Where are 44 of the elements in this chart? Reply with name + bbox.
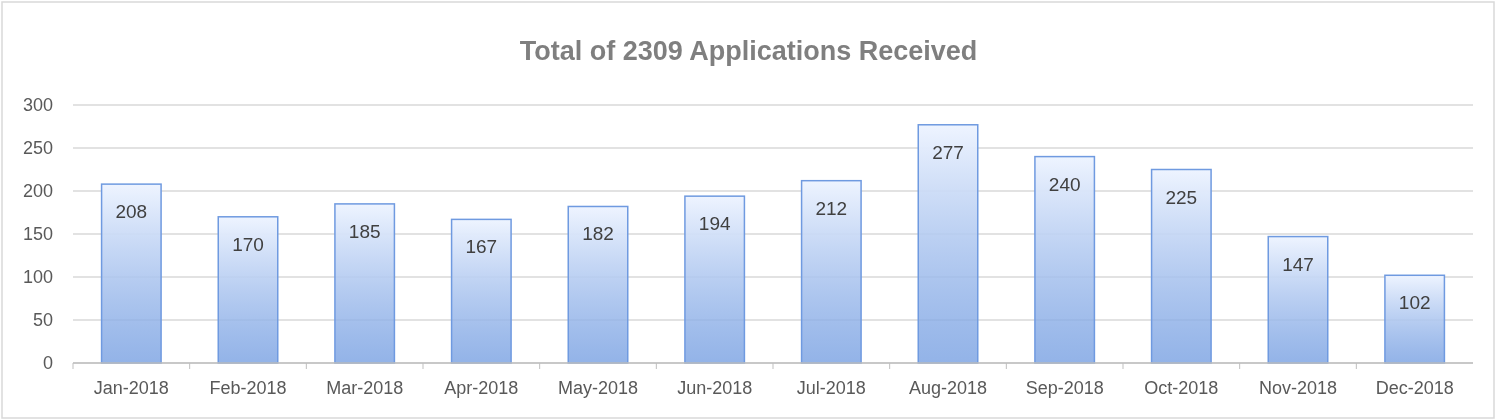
y-tick-label: 150 bbox=[22, 224, 53, 244]
x-tick-label: Mar-2018 bbox=[326, 378, 404, 398]
x-tick-label: May-2018 bbox=[557, 378, 639, 398]
x-tick-label: Jan-2018 bbox=[93, 378, 169, 398]
data-label: 102 bbox=[1398, 292, 1431, 314]
data-label: 194 bbox=[698, 213, 731, 235]
data-label: 170 bbox=[232, 233, 264, 255]
data-label: 240 bbox=[1048, 173, 1081, 195]
y-tick-label: 250 bbox=[22, 138, 53, 158]
data-label: 185 bbox=[348, 220, 381, 242]
bar bbox=[450, 218, 512, 364]
bar bbox=[1384, 274, 1446, 364]
y-tick-label: 100 bbox=[22, 267, 53, 287]
data-label: 225 bbox=[1165, 186, 1198, 208]
data-label: 212 bbox=[815, 197, 848, 219]
x-tick-label: Feb-2018 bbox=[209, 378, 287, 398]
y-tick-label: 50 bbox=[32, 310, 53, 330]
bar bbox=[100, 183, 162, 364]
bar bbox=[334, 203, 396, 364]
bar bbox=[1267, 235, 1329, 364]
bar bbox=[1150, 168, 1212, 364]
x-tick-label: Sep-2018 bbox=[1025, 378, 1104, 398]
x-tick-label: Apr-2018 bbox=[444, 378, 519, 398]
bar bbox=[217, 216, 279, 364]
bar bbox=[1034, 155, 1096, 364]
data-label: 208 bbox=[115, 201, 148, 223]
x-tick-label: Aug-2018 bbox=[908, 378, 988, 398]
x-tick-label: Nov-2018 bbox=[1258, 378, 1338, 398]
data-label: 277 bbox=[932, 141, 964, 163]
x-tick-label: Oct-2018 bbox=[1144, 378, 1219, 398]
bar bbox=[917, 124, 979, 364]
x-tick-label: Jun-2018 bbox=[677, 378, 753, 398]
data-label: 147 bbox=[1282, 253, 1314, 275]
data-label: 167 bbox=[465, 236, 498, 258]
data-label: 182 bbox=[582, 223, 614, 245]
y-tick-label: 200 bbox=[22, 181, 53, 201]
y-tick-label: 300 bbox=[22, 95, 53, 115]
bar bbox=[800, 179, 862, 364]
bar bbox=[567, 205, 629, 364]
bar bbox=[684, 195, 746, 364]
x-tick-label: Jul-2018 bbox=[796, 378, 866, 398]
x-tick-label: Dec-2018 bbox=[1375, 378, 1454, 398]
y-tick-label: 0 bbox=[42, 353, 53, 373]
chart-title: Total of 2309 Applications Received bbox=[519, 36, 978, 66]
